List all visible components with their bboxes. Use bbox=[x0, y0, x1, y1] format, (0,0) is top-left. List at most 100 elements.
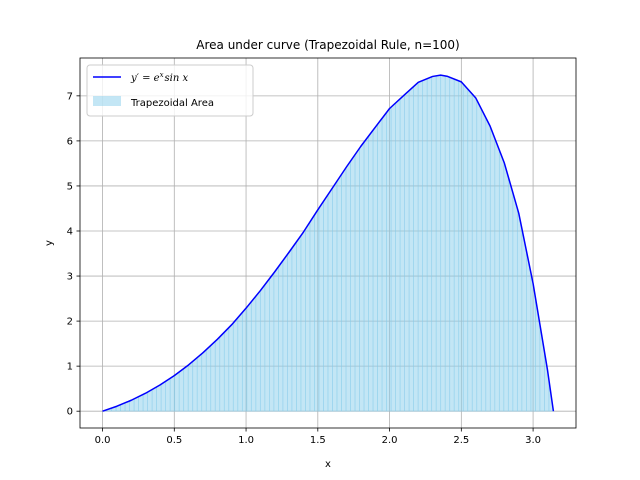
trapezoid bbox=[377, 117, 383, 412]
trapezoid bbox=[435, 74, 442, 412]
trapezoid bbox=[169, 374, 176, 412]
trapezoid bbox=[381, 111, 387, 412]
trapezoid bbox=[336, 173, 342, 412]
trapezoid bbox=[354, 147, 360, 412]
x-tick-label: 1.5 bbox=[310, 435, 326, 446]
x-tick-label: 2.5 bbox=[453, 435, 469, 446]
x-tick-label: 2.0 bbox=[382, 435, 398, 446]
trapezoid bbox=[223, 326, 230, 412]
y-tick-label: 7 bbox=[67, 91, 73, 102]
legend: y′ = exsin x Trapezoidal Area bbox=[86, 64, 254, 117]
trapezoid bbox=[259, 283, 266, 412]
y-axis-label: y bbox=[44, 240, 55, 246]
chart-title: Area under curve (Trapezoidal Rule, n=10… bbox=[196, 38, 459, 52]
trapezoid bbox=[363, 135, 369, 412]
trapezoid bbox=[332, 179, 338, 412]
trapezoid bbox=[210, 340, 216, 412]
trapezoid bbox=[214, 336, 221, 412]
trapezoid bbox=[305, 220, 311, 412]
y-tick-label: 5 bbox=[67, 181, 73, 192]
trapezoid bbox=[431, 75, 437, 412]
trapezoid bbox=[485, 117, 491, 412]
trapezoid bbox=[278, 259, 284, 412]
y-tick-label: 4 bbox=[67, 226, 73, 237]
curve-path bbox=[102, 74, 555, 412]
trapezoid bbox=[219, 331, 225, 412]
trapezoid bbox=[228, 321, 234, 412]
trapezoid bbox=[426, 76, 433, 412]
y-tick-label: 3 bbox=[67, 272, 73, 283]
trapezoid bbox=[372, 123, 378, 412]
legend-area-label: Trapezoidal Area bbox=[130, 98, 214, 109]
x-axis-ticks: 0.0 0.5 1.0 1.5 2.0 2.5 3.0 bbox=[95, 428, 541, 446]
trapezoid bbox=[147, 388, 153, 412]
trapezoid bbox=[341, 166, 347, 412]
trapezoid bbox=[408, 85, 414, 412]
trapezoid bbox=[440, 74, 446, 412]
trapezoid bbox=[395, 98, 401, 412]
x-tick-label: 0.5 bbox=[166, 435, 182, 446]
trapezoid bbox=[269, 271, 275, 412]
trapezoid bbox=[165, 377, 171, 412]
trapezoid bbox=[386, 106, 392, 412]
trapezoid bbox=[273, 265, 279, 412]
trapezoid bbox=[480, 108, 487, 412]
trapezoid bbox=[512, 192, 518, 412]
trapezoid bbox=[417, 79, 424, 412]
trapezoid bbox=[498, 149, 505, 412]
trapezoid bbox=[187, 360, 194, 412]
trapezoid bbox=[476, 99, 482, 412]
trapezoid bbox=[314, 206, 320, 412]
trapezoid bbox=[250, 295, 257, 412]
trapezoid bbox=[449, 76, 455, 412]
trapezoid bbox=[489, 126, 496, 412]
y-tick-label: 2 bbox=[67, 317, 73, 328]
trapezoid bbox=[291, 240, 297, 412]
trapezoid bbox=[255, 289, 261, 412]
trapezoid bbox=[160, 380, 167, 412]
trapezoid bbox=[390, 102, 396, 412]
trapezoid bbox=[526, 250, 532, 412]
trapezoid bbox=[413, 81, 419, 412]
trapezoid bbox=[264, 277, 270, 412]
legend-box bbox=[86, 64, 254, 117]
trapezoid bbox=[178, 367, 185, 412]
trapezoid bbox=[462, 83, 469, 412]
trapezoid bbox=[503, 161, 509, 412]
trapezoid bbox=[471, 92, 478, 412]
trapezoid bbox=[368, 129, 374, 412]
trapezoid bbox=[282, 253, 288, 412]
trapezoid bbox=[345, 160, 351, 412]
trapezoid bbox=[183, 364, 189, 412]
y-tick-label: 1 bbox=[67, 362, 73, 373]
trapezoid bbox=[196, 353, 203, 412]
trapezoid bbox=[422, 78, 428, 412]
y-tick-label: 6 bbox=[67, 136, 73, 147]
y-axis-ticks: 0 1 2 3 4 5 6 7 bbox=[67, 91, 80, 418]
trapezoid bbox=[444, 75, 451, 412]
trapezoid bbox=[174, 371, 180, 412]
curve-line bbox=[102, 74, 555, 412]
trapezoid bbox=[309, 213, 315, 412]
trapezoid bbox=[246, 300, 252, 412]
legend-line-label: y′ = exsin x bbox=[130, 71, 188, 84]
trapezoid bbox=[467, 88, 473, 412]
y-tick-label: 0 bbox=[67, 407, 73, 418]
trapezoid bbox=[521, 228, 527, 412]
trapezoid bbox=[404, 89, 410, 412]
legend-area-swatch bbox=[93, 96, 121, 106]
trapezoid bbox=[350, 153, 356, 412]
x-tick-label: 3.0 bbox=[525, 435, 541, 446]
trapezoid bbox=[156, 383, 162, 412]
x-axis-label: x bbox=[325, 459, 331, 470]
trapezoid bbox=[327, 186, 333, 412]
trapezoid bbox=[494, 138, 500, 412]
trapezoid bbox=[300, 227, 306, 412]
x-tick-label: 0.0 bbox=[95, 435, 111, 446]
plot-frame bbox=[79, 57, 577, 429]
trapezoid bbox=[318, 200, 324, 412]
trapezoid bbox=[296, 234, 302, 412]
trapezoid bbox=[507, 176, 514, 412]
trapezoid bbox=[516, 208, 523, 412]
